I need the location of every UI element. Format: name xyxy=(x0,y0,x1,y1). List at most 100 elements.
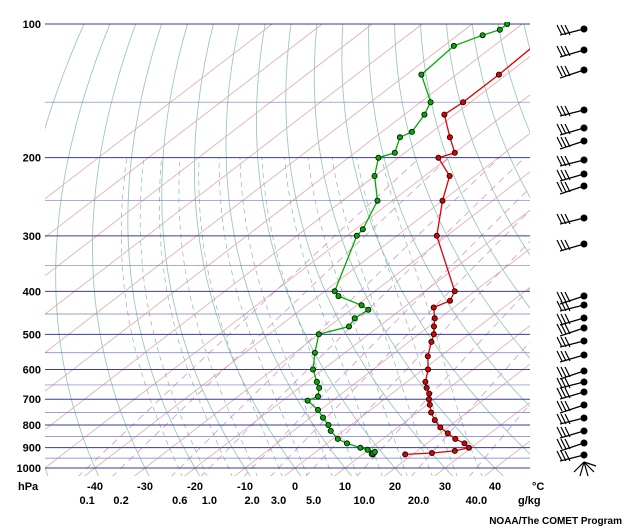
wind-barb xyxy=(556,123,588,136)
sounding-point xyxy=(314,406,321,413)
sounding-point xyxy=(437,424,444,431)
mixing-ratio-line xyxy=(200,157,525,476)
sounding-point xyxy=(345,323,352,330)
dry-adiabat-line xyxy=(394,23,530,360)
sounding-point xyxy=(335,293,342,300)
sounding-point xyxy=(365,306,372,313)
wind-barb xyxy=(556,377,588,389)
moist-adiabat-line xyxy=(120,157,183,476)
moist-adiabat-line xyxy=(198,157,283,476)
mixing-ratio-line xyxy=(270,209,530,476)
moist-adiabat-line xyxy=(159,157,233,476)
mixing-ratio-tick-label: 0.6 xyxy=(172,495,187,507)
wind-barb xyxy=(556,169,588,182)
sounding-point xyxy=(343,440,350,447)
wind-barb xyxy=(556,438,588,452)
temperature-tick-label: 40 xyxy=(489,481,501,493)
mixing-ratio-tick-label: 3.0 xyxy=(271,495,286,507)
isotherm-line xyxy=(45,55,530,431)
wind-barb xyxy=(556,291,588,305)
wind-barb xyxy=(556,24,588,36)
isotherm-line xyxy=(83,132,530,476)
sounding-point xyxy=(418,71,425,78)
sounding-point xyxy=(451,447,458,454)
isotherm-line xyxy=(283,286,530,476)
sounding-point xyxy=(441,111,448,118)
pressure-tick-label: 600 xyxy=(23,364,41,376)
sounding-profiles xyxy=(304,21,565,458)
sounding-point xyxy=(423,384,430,391)
sounding-line xyxy=(306,23,508,456)
sounding-point xyxy=(425,396,432,403)
sounding-point xyxy=(358,302,365,309)
wind-barb-column xyxy=(556,24,597,477)
wind-barb xyxy=(556,45,588,58)
wind-barb xyxy=(556,450,588,462)
sounding-point xyxy=(426,390,433,397)
wind-barb xyxy=(556,387,588,400)
sounding-point xyxy=(496,26,503,33)
pressure-tick-label: 1000 xyxy=(17,463,41,475)
sounding-point xyxy=(364,446,371,453)
mixing-ratio-unit-label: g/kg xyxy=(518,495,541,507)
dry-adiabat-line xyxy=(55,23,111,476)
sounding-point xyxy=(430,323,437,330)
isotherm-line xyxy=(45,23,473,354)
pressure-tick-label: 100 xyxy=(23,19,41,31)
wind-barb xyxy=(556,155,588,167)
temperature-unit-label: °C xyxy=(532,481,544,493)
isotherm-line xyxy=(45,23,373,277)
pressure-unit-label: hPa xyxy=(18,481,39,493)
sounding-point xyxy=(430,331,437,338)
sounding-point xyxy=(334,435,341,442)
sounding-point xyxy=(319,414,326,421)
mixing-ratio-line xyxy=(112,157,450,476)
sounding-point xyxy=(371,172,378,179)
sounding-point xyxy=(431,315,438,322)
isotherm-line xyxy=(45,23,423,315)
wind-barb xyxy=(556,323,588,337)
dry-adiabat-line xyxy=(419,23,530,309)
dry-adiabat-line xyxy=(285,23,454,476)
sounding-point xyxy=(451,288,458,295)
sounding-point xyxy=(428,338,435,345)
isotherm-line xyxy=(45,23,273,200)
sounding-point xyxy=(314,393,321,400)
dry-adiabat-line xyxy=(127,23,201,476)
sounding-point xyxy=(460,99,467,106)
moist-adiabat-line xyxy=(284,157,383,476)
sounding-point xyxy=(425,366,432,373)
sounding-point xyxy=(446,297,453,304)
isotherm-line xyxy=(383,363,530,476)
dry-adiabat-line xyxy=(523,23,530,51)
moist-adiabat-line xyxy=(381,157,483,476)
sounding-point xyxy=(396,134,403,141)
sounding-point xyxy=(439,197,446,204)
pressure-tick-label: 400 xyxy=(23,286,41,298)
wind-barb xyxy=(556,336,588,348)
moist-adiabat-line xyxy=(239,157,333,476)
moist-adiabat-line xyxy=(139,157,208,476)
sounding-point xyxy=(304,397,311,404)
isotherm-line xyxy=(45,23,523,392)
isotherm-line xyxy=(183,209,530,476)
sounding-point xyxy=(547,27,552,32)
mixing-ratio-tick-label: 2.0 xyxy=(244,495,259,507)
dry-adiabat-line xyxy=(313,23,504,476)
wind-barb xyxy=(556,136,588,150)
mixing-ratio-line xyxy=(78,157,420,476)
mixing-ratio-tick-label: 5.0 xyxy=(306,495,321,507)
sounding-point xyxy=(402,451,409,458)
mixing-ratio-line xyxy=(171,157,500,476)
dry-adiabat-line xyxy=(576,24,630,477)
sounding-point xyxy=(315,331,322,338)
sounding-point xyxy=(560,21,565,26)
sounding-point xyxy=(313,378,320,385)
sounding-point xyxy=(430,304,437,311)
wind-barb xyxy=(556,413,588,425)
temperature-tick-label: -20 xyxy=(187,481,203,493)
sounding-point xyxy=(357,444,364,451)
wind-barb xyxy=(556,300,588,312)
sounding-point xyxy=(451,149,458,156)
